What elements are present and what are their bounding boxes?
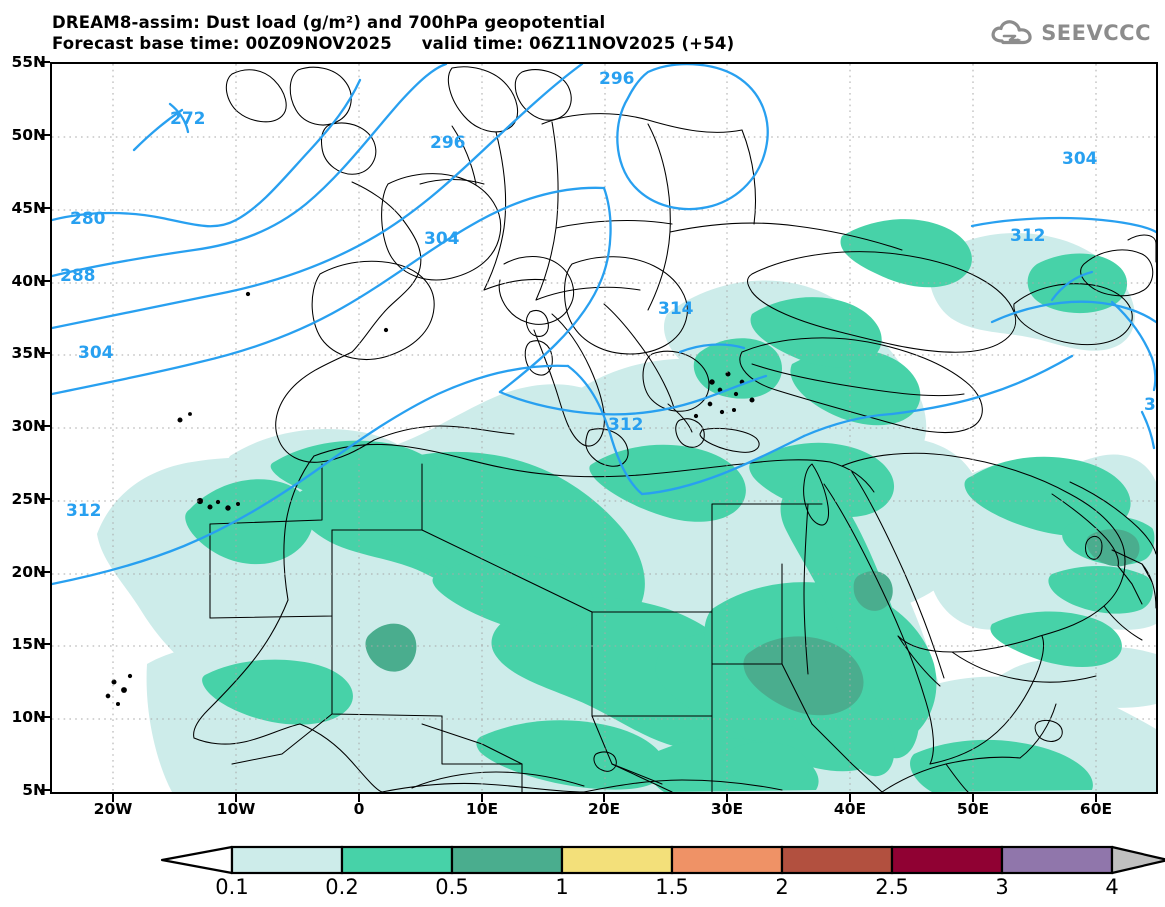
y-tick-label: 10N	[11, 708, 46, 726]
contour-label-280: 280	[70, 209, 106, 229]
contour-label-288: 288	[60, 266, 96, 286]
colorbar-block-1-1.5	[560, 845, 674, 875]
x-tick-label: 30E	[710, 800, 744, 818]
contour-label-3-edge: 3	[1144, 395, 1156, 415]
contour-label-312-left: 312	[66, 501, 102, 521]
x-tick-mark	[603, 793, 606, 802]
y-tick-mark	[41, 571, 50, 574]
colorbar-swatches	[160, 845, 1165, 875]
header-title-line: DREAM8-assim: Dust load (g/m²) and 700hP…	[52, 13, 606, 32]
y-tick-mark	[41, 716, 50, 719]
x-tick-mark	[972, 793, 975, 802]
x-tick-mark	[112, 793, 115, 802]
colorbar-block-0.2-0.5	[340, 845, 454, 875]
colorbar-tick-label: 0.5	[435, 875, 469, 899]
y-tick-label: 35N	[11, 344, 46, 362]
y-tick-mark	[41, 134, 50, 137]
x-tick-mark	[726, 793, 729, 802]
y-tick-mark	[41, 352, 50, 355]
contour-label-304-fr: 304	[424, 229, 460, 249]
dust-band-0.2	[185, 219, 1155, 792]
y-tick-label: 25N	[11, 490, 46, 508]
chart-header: DREAM8-assim: Dust load (g/m²) and 700hP…	[52, 12, 952, 54]
y-tick-label: 20N	[11, 563, 46, 581]
colorbar-block-2.5-3	[890, 845, 1004, 875]
contour-label-296-uk: 296	[430, 133, 466, 153]
colorbar-block-0.5-1	[450, 845, 564, 875]
contour-label-272: 272	[170, 109, 206, 129]
colorbar-block-1.5-2	[670, 845, 784, 875]
map-canvas: 272 280 288 304 312 304 296 296 314 312 …	[52, 64, 1156, 792]
contour-label-314: 314	[658, 299, 694, 319]
y-tick-mark	[41, 207, 50, 210]
colorbar-tick-label: 1	[555, 875, 569, 899]
x-tick-label: 50E	[956, 800, 990, 818]
contour-label-304-right: 304	[1062, 149, 1098, 169]
colorbar-under-arrow	[160, 845, 234, 875]
colorbar-tick-label: 4	[1105, 875, 1119, 899]
colorbar-tick-label: 2.5	[875, 875, 909, 899]
y-tick-mark	[41, 280, 50, 283]
cloud-icon	[991, 20, 1032, 45]
y-tick-mark	[41, 643, 50, 646]
colorbar-tick-label: 0.2	[325, 875, 359, 899]
header-time-line: Forecast base time: 00Z09NOV2025 valid t…	[52, 34, 735, 53]
x-tick-mark	[1095, 793, 1098, 802]
x-tick-label: 10W	[216, 800, 256, 818]
colorbar-block-3-4	[1000, 845, 1114, 875]
contour-label-312-right: 312	[1010, 226, 1046, 246]
contour-labels: 272 280 288 304 312 304 296 296 314 312 …	[60, 69, 1156, 521]
x-tick-label: 20W	[93, 800, 133, 818]
colorbar-block-2-2.5	[780, 845, 894, 875]
y-tick-label: 15N	[11, 635, 46, 653]
colorbar-tick-label: 2	[775, 875, 789, 899]
y-tick-mark	[41, 425, 50, 428]
x-tick-label: 10E	[465, 800, 499, 818]
y-tick-label: 40N	[11, 272, 46, 290]
y-tick-label: 50N	[11, 126, 46, 144]
x-tick-label: 40E	[833, 800, 867, 818]
x-tick-label: 0	[353, 800, 365, 818]
contour-label-296-pl: 296	[599, 69, 635, 89]
map-gridlines	[52, 64, 1156, 792]
contour-label-312-med: 312	[608, 415, 644, 435]
x-tick-mark	[358, 793, 361, 802]
y-tick-mark	[41, 61, 50, 64]
contour-label-304-left: 304	[78, 343, 114, 363]
x-tick-mark	[235, 793, 238, 802]
geopotential-contours	[52, 64, 1156, 586]
y-tick-label: 30N	[11, 417, 46, 435]
x-tick-mark	[481, 793, 484, 802]
colorbar[interactable]: 0.1 0.2 0.5 1 1.5 2 2.5 3 4	[160, 845, 1165, 899]
x-tick-mark	[849, 793, 852, 802]
colorbar-block-0.1-0.2	[230, 845, 344, 875]
colorbar-over-arrow	[1110, 845, 1165, 875]
seevccc-logo: SEEVCCC	[990, 16, 1151, 50]
colorbar-tick-label: 1.5	[655, 875, 689, 899]
y-tick-label: 5N	[22, 781, 46, 799]
y-tick-label: 55N	[11, 53, 46, 71]
colorbar-tick-label: 3	[995, 875, 1009, 899]
y-tick-mark	[41, 498, 50, 501]
x-tick-label: 60E	[1079, 800, 1113, 818]
x-tick-label: 20E	[587, 800, 621, 818]
map-plot-area[interactable]: 272 280 288 304 312 304 296 296 314 312 …	[50, 62, 1158, 794]
y-tick-label: 45N	[11, 199, 46, 217]
y-tick-mark	[41, 789, 50, 792]
logo-text: SEEVCCC	[1041, 20, 1151, 45]
colorbar-tick-label: 0.1	[215, 875, 249, 899]
